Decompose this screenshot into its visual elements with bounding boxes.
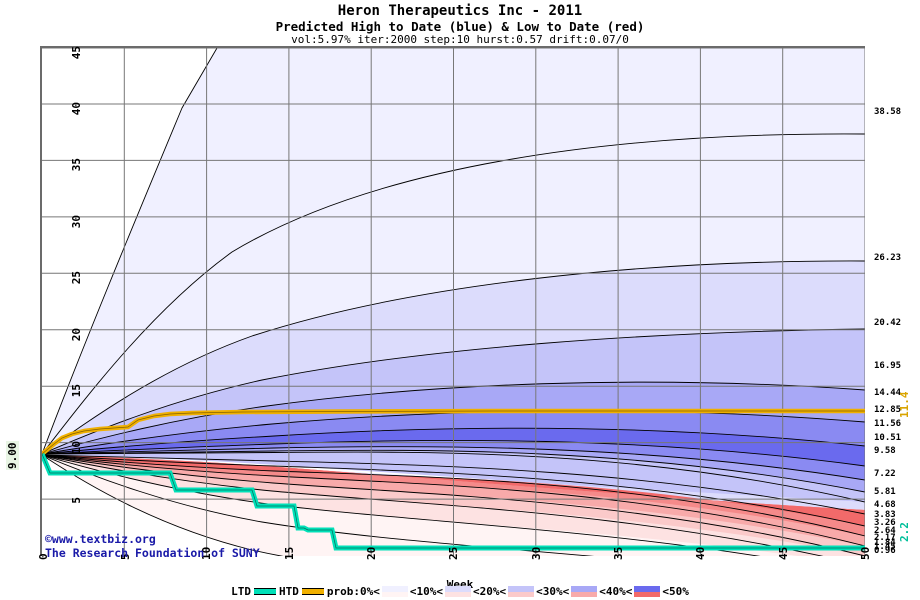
legend-swatch-30: [508, 586, 535, 597]
legend-ltd-label: LTD: [231, 585, 251, 598]
right-label-4: 14.44: [874, 388, 902, 398]
right-label-2: 20.42: [874, 318, 902, 328]
x-tick-40: 40: [694, 546, 707, 560]
right-label-18: 0.96: [874, 546, 896, 556]
right-label-3: 16.95: [874, 361, 902, 371]
chart-subtitle: Predicted High to Date (blue) & Low to D…: [275, 19, 645, 34]
legend-prob-label: prob:0%<: [326, 585, 380, 598]
legend-swatch-40: [571, 586, 598, 597]
legend-band-40: <40%<: [599, 585, 633, 598]
y-tick-40: 40: [70, 102, 83, 116]
right-label-9: 7.22: [874, 469, 896, 479]
x-tick-45: 45: [777, 546, 790, 560]
x-tick-35: 35: [612, 546, 625, 560]
y-tick-15: 15: [70, 384, 83, 398]
right-label-11: 4.68: [874, 500, 896, 510]
legend-swatch-50: [634, 586, 661, 597]
x-tick-30: 30: [530, 546, 543, 560]
y-tick-5: 5: [70, 497, 83, 504]
y-tick-25: 25: [70, 271, 83, 285]
htd-end-label: 11.4: [898, 391, 911, 419]
ltd-end-label: 2.2: [898, 522, 911, 542]
legend-band-10: <10%<: [409, 585, 443, 598]
chart-legend: LTD HTD prob:0%< <10%< <20%< <30%< <40%<…: [0, 585, 920, 598]
right-label-1: 26.23: [874, 253, 902, 263]
right-label-10: 5.81: [874, 487, 896, 497]
x-tick-20: 20: [365, 546, 378, 560]
plot-svg: [42, 48, 865, 556]
right-label-15: 2.17: [874, 533, 896, 543]
x-tick-50: 50: [859, 546, 872, 560]
right-label-17: 1.45: [874, 542, 896, 552]
right-label-0: 38.58: [874, 107, 902, 117]
right-label-12: 3.83: [874, 510, 896, 520]
chart-title: Heron Therapeutics Inc - 2011: [337, 3, 583, 19]
right-label-14: 2.64: [874, 526, 896, 536]
start-price-label: 9.00: [6, 441, 19, 470]
plot-area: [40, 46, 865, 556]
legend-band-50: <50%: [662, 585, 689, 598]
y-tick-35: 35: [70, 158, 83, 172]
legend-ltd-swatch: [254, 588, 276, 595]
watermark-org: The Research Foundation of SUNY: [45, 546, 260, 560]
watermark-site: ©www.textbiz.org: [45, 532, 156, 546]
legend-band-30: <30%<: [536, 585, 570, 598]
right-label-13: 3.26: [874, 518, 896, 528]
legend-htd-label: HTD: [279, 585, 299, 598]
y-tick-45: 45: [70, 46, 83, 60]
right-label-16: 1.84: [874, 538, 896, 548]
right-label-5: 12.85: [874, 405, 902, 415]
legend-swatch-20: [444, 586, 471, 597]
y-tick-10: 10: [70, 441, 83, 455]
x-tick-25: 25: [447, 546, 460, 560]
htd-line: [42, 408, 865, 456]
right-label-8: 9.58: [874, 446, 896, 456]
chart-parameters: vol:5.97% iter:2000 step:10 hurst:0.57 d…: [291, 33, 629, 46]
legend-band-20: <20%<: [472, 585, 507, 598]
right-label-7: 10.51: [874, 433, 902, 443]
y-tick-20: 20: [70, 328, 83, 342]
right-label-6: 11.56: [874, 419, 902, 429]
y-tick-30: 30: [70, 215, 83, 229]
x-tick-15: 15: [283, 546, 296, 560]
legend-swatch-10: [381, 586, 408, 597]
legend-htd-swatch: [301, 588, 324, 595]
